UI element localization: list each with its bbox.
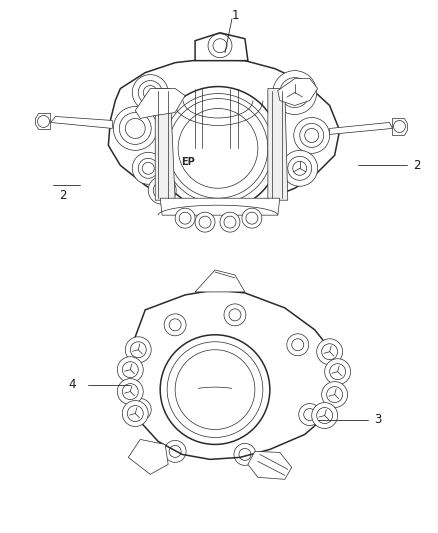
Circle shape bbox=[273, 71, 317, 115]
Polygon shape bbox=[248, 451, 292, 479]
Polygon shape bbox=[108, 59, 339, 207]
Circle shape bbox=[312, 402, 338, 429]
Circle shape bbox=[317, 339, 343, 365]
Circle shape bbox=[132, 152, 164, 184]
Polygon shape bbox=[128, 439, 168, 474]
Text: 2: 2 bbox=[413, 159, 421, 172]
Circle shape bbox=[117, 378, 143, 405]
Polygon shape bbox=[35, 114, 50, 130]
Polygon shape bbox=[135, 88, 185, 118]
Polygon shape bbox=[50, 117, 112, 128]
Circle shape bbox=[117, 357, 143, 383]
Polygon shape bbox=[160, 198, 280, 215]
Circle shape bbox=[325, 359, 350, 385]
Text: EP: EP bbox=[181, 157, 195, 167]
Polygon shape bbox=[195, 33, 248, 61]
Polygon shape bbox=[195, 270, 245, 292]
Text: 3: 3 bbox=[374, 413, 381, 426]
Circle shape bbox=[242, 208, 262, 228]
Circle shape bbox=[122, 401, 148, 426]
Circle shape bbox=[282, 150, 318, 186]
Circle shape bbox=[175, 208, 195, 228]
Circle shape bbox=[321, 382, 348, 408]
Text: 2: 2 bbox=[59, 189, 66, 201]
Text: 1: 1 bbox=[231, 9, 239, 22]
Circle shape bbox=[294, 117, 330, 154]
Polygon shape bbox=[278, 78, 318, 106]
Circle shape bbox=[113, 107, 157, 150]
Circle shape bbox=[132, 75, 168, 110]
Circle shape bbox=[125, 337, 151, 362]
Polygon shape bbox=[330, 123, 392, 134]
Polygon shape bbox=[392, 118, 407, 135]
Polygon shape bbox=[125, 290, 338, 459]
Polygon shape bbox=[155, 88, 175, 200]
Circle shape bbox=[195, 212, 215, 232]
Circle shape bbox=[148, 176, 176, 204]
Polygon shape bbox=[268, 88, 288, 200]
Text: 4: 4 bbox=[69, 378, 76, 391]
Circle shape bbox=[220, 212, 240, 232]
